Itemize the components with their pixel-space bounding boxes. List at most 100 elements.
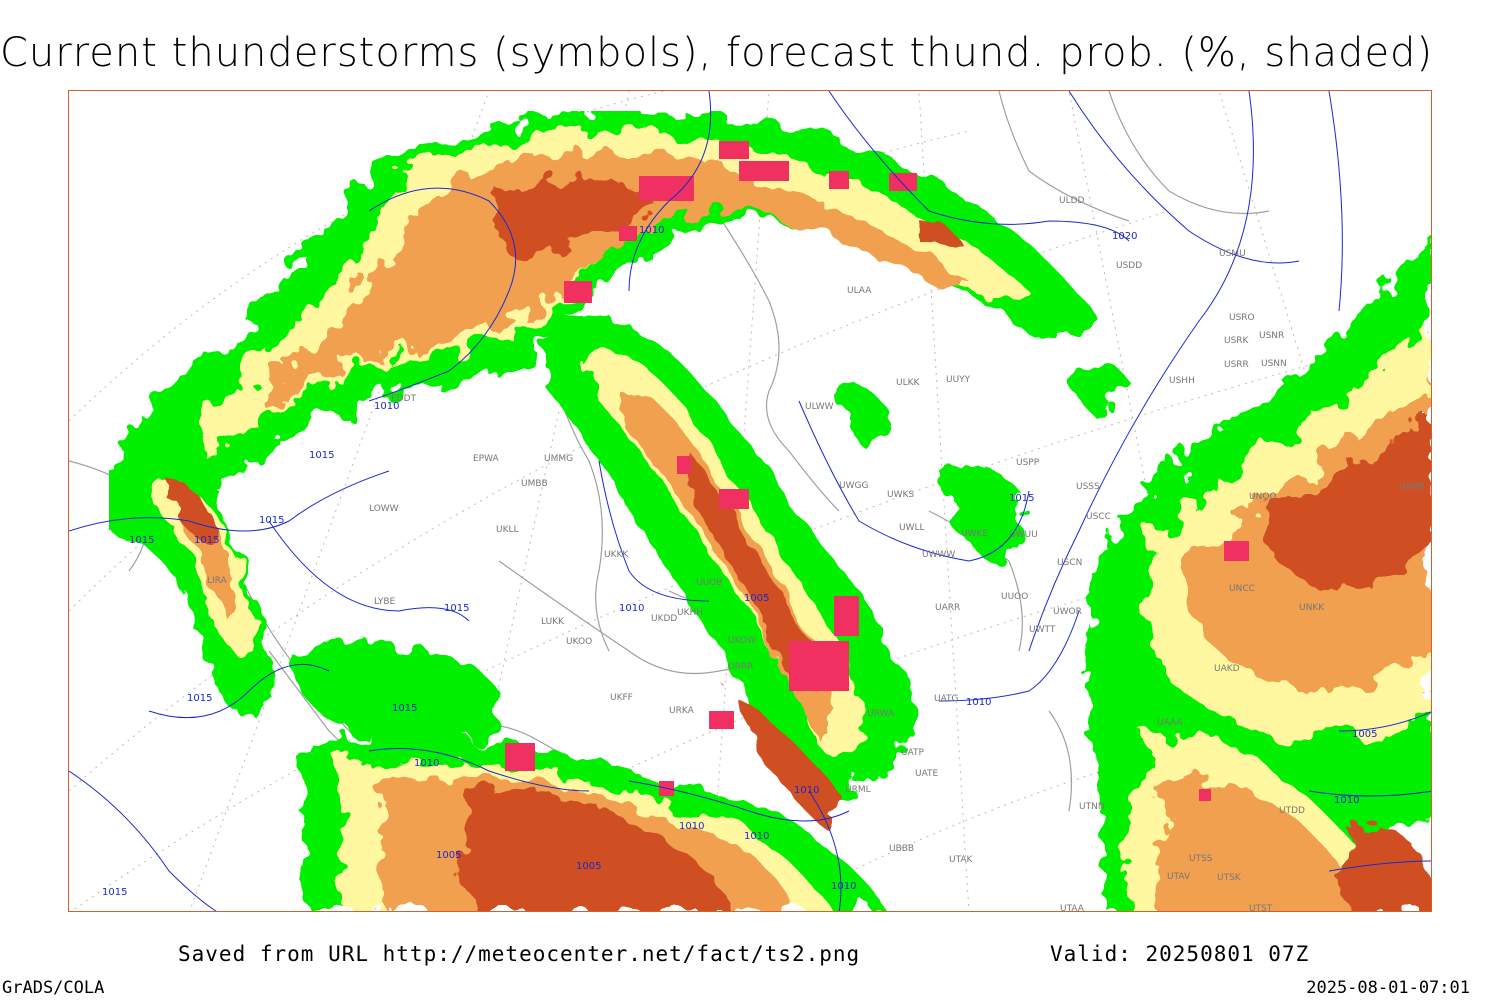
station-label: UAAA bbox=[1157, 718, 1183, 728]
station-label: UTST bbox=[1249, 904, 1273, 912]
isobar-label: 1015 bbox=[259, 515, 284, 526]
station-label: UATE bbox=[915, 769, 939, 779]
station-label: UUOO bbox=[1001, 592, 1028, 602]
station-label: USRO bbox=[1229, 313, 1255, 323]
station-label: UMMG bbox=[544, 454, 573, 464]
isobar-label: 1010 bbox=[374, 401, 399, 412]
station-label: URWA bbox=[867, 709, 895, 719]
map-canvas: 1010 1010 1015 1015 1015 1015 1015 1015 … bbox=[69, 91, 1431, 912]
station-label: USRR bbox=[1224, 360, 1249, 370]
station-label: UTDD bbox=[1279, 806, 1305, 816]
station-label: USDD bbox=[1116, 261, 1142, 271]
storm-cluster bbox=[505, 743, 535, 771]
station-label: USNR bbox=[1259, 331, 1284, 341]
storm-cluster bbox=[709, 711, 734, 729]
station-label: UKOW bbox=[728, 636, 756, 646]
station-label: UWUU bbox=[1009, 530, 1038, 540]
storm-cluster bbox=[789, 641, 849, 691]
station-label: UUOB bbox=[696, 578, 722, 588]
station-label: UKDD bbox=[651, 614, 677, 624]
station-label: LUKK bbox=[541, 617, 565, 627]
station-label: UUYY bbox=[946, 375, 971, 385]
storm-cluster bbox=[1224, 541, 1249, 561]
station-label: UNBB bbox=[1399, 482, 1425, 492]
storm-cluster bbox=[889, 173, 917, 191]
station-label: UAKD bbox=[1214, 664, 1240, 674]
isobar-label: 1005 bbox=[436, 850, 461, 861]
storm-symbols bbox=[505, 141, 1249, 801]
station-label: UWOR bbox=[1053, 607, 1082, 617]
station-label: UWKE bbox=[961, 529, 988, 539]
station-label: UNOO bbox=[1249, 492, 1277, 502]
storm-cluster bbox=[677, 456, 691, 474]
isobar-label: 1015 bbox=[1009, 493, 1034, 504]
station-label: ULAA bbox=[847, 286, 872, 296]
storm-cluster bbox=[719, 141, 749, 159]
station-label: UTAK bbox=[949, 855, 974, 865]
station-label: UARR bbox=[935, 603, 960, 613]
station-label: UNKK bbox=[1299, 603, 1325, 613]
storm-cluster bbox=[1199, 789, 1211, 801]
station-label: URKA bbox=[669, 706, 695, 716]
station-label: UKHH bbox=[677, 608, 703, 618]
map-title: Current thunderstorms (symbols), forecas… bbox=[0, 30, 1434, 76]
station-label: UATG bbox=[934, 694, 959, 704]
station-label: UWLL bbox=[899, 523, 925, 533]
storm-cluster bbox=[639, 176, 694, 201]
isobar-label: 1010 bbox=[619, 603, 644, 614]
station-label: ULDD bbox=[1059, 196, 1085, 206]
station-label: UKOO bbox=[566, 637, 592, 647]
station-label: USSS bbox=[1076, 482, 1100, 492]
station-label: UTNN bbox=[1079, 802, 1105, 812]
station-label: EPWA bbox=[473, 454, 500, 464]
storm-cluster bbox=[829, 171, 849, 189]
storm-cluster bbox=[834, 596, 859, 636]
station-label: UTAV bbox=[1167, 872, 1191, 882]
generation-timestamp: 2025-08-01-07:01 bbox=[1306, 978, 1470, 998]
station-label: UWKS bbox=[887, 490, 914, 500]
station-label: USMU bbox=[1219, 249, 1246, 259]
storm-cluster bbox=[564, 281, 592, 303]
isobar-label: 1005 bbox=[744, 593, 769, 604]
isobar-label: 1010 bbox=[794, 785, 819, 796]
storm-cluster bbox=[739, 161, 789, 181]
station-labels: ULDD USDD ULAA USMU USRO USRK USNR USRR … bbox=[207, 196, 1425, 912]
station-label: UKFF bbox=[610, 693, 633, 703]
station-label: UTSK bbox=[1217, 873, 1242, 883]
station-label: UTSS bbox=[1189, 854, 1213, 864]
station-label: LOWW bbox=[369, 504, 399, 514]
station-label: UMBB bbox=[521, 479, 548, 489]
isobar-label: 1005 bbox=[576, 861, 601, 872]
station-label: LYBE bbox=[374, 597, 395, 607]
station-label: UATP bbox=[901, 748, 925, 758]
isobar-label: 1020 bbox=[1112, 231, 1137, 242]
isobar-label: 1015 bbox=[309, 450, 334, 461]
isobar-label: 1010 bbox=[414, 758, 439, 769]
station-label: ULWW bbox=[805, 402, 834, 412]
isobar-label: 1015 bbox=[102, 887, 127, 898]
isobar-label: 1010 bbox=[966, 697, 991, 708]
station-label: UWTT bbox=[1029, 625, 1056, 635]
storm-cluster bbox=[719, 489, 749, 509]
station-label: USCN bbox=[1057, 558, 1082, 568]
software-credit: GrADS/COLA bbox=[2, 978, 105, 998]
station-label: USRK bbox=[1224, 336, 1250, 346]
station-label: ULKK bbox=[896, 378, 921, 388]
isobar-label: 1015 bbox=[187, 693, 212, 704]
station-label: UBBB bbox=[889, 844, 914, 854]
isobar-label: 1015 bbox=[194, 535, 219, 546]
station-label: USPP bbox=[1016, 458, 1040, 468]
station-label: URML bbox=[845, 785, 871, 795]
probability-shading bbox=[109, 111, 1431, 911]
isobar-label: 1010 bbox=[1334, 795, 1359, 806]
isobars bbox=[69, 91, 1431, 911]
isobar-label: 1010 bbox=[639, 225, 664, 236]
station-label: UTAA bbox=[1060, 904, 1085, 912]
isobar-label: 1005 bbox=[1352, 729, 1377, 740]
station-label: UWWW bbox=[922, 550, 955, 560]
isobar-labels: 1010 1010 1015 1015 1015 1015 1015 1015 … bbox=[102, 225, 1377, 898]
station-label: UWGG bbox=[839, 481, 868, 491]
station-label: UKKK bbox=[604, 550, 629, 560]
storm-cluster bbox=[619, 226, 637, 241]
isobar-label: 1010 bbox=[679, 821, 704, 832]
